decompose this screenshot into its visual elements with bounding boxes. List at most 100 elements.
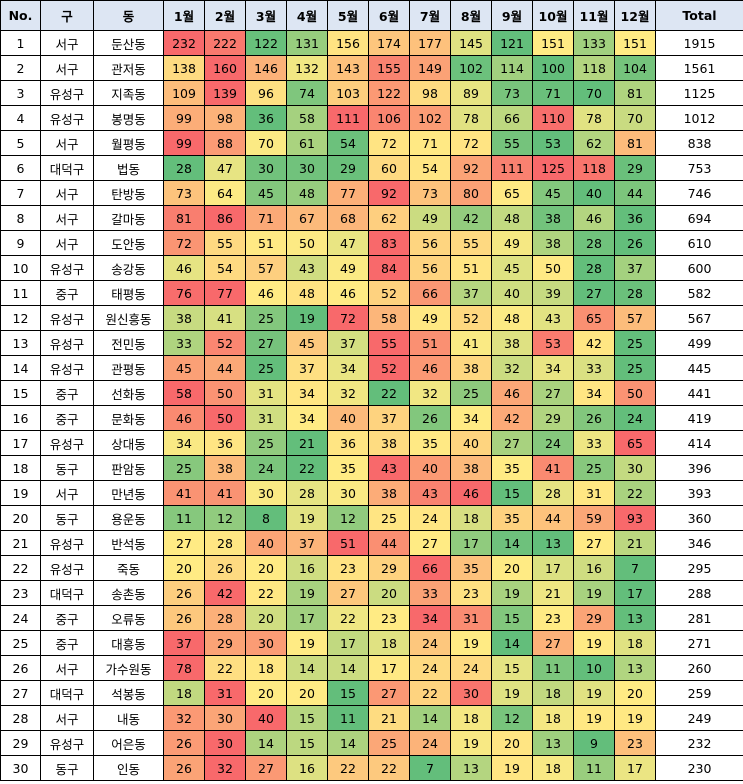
heat-cell: 44 bbox=[614, 180, 656, 206]
heat-cell: 17 bbox=[614, 755, 656, 781]
heat-cell: 27 bbox=[245, 755, 287, 781]
heat-cell: 17 bbox=[286, 605, 328, 631]
cell: 499 bbox=[655, 330, 743, 356]
cell: 관저동 bbox=[93, 55, 164, 81]
cell: 610 bbox=[655, 230, 743, 256]
heat-cell: 27 bbox=[327, 580, 369, 606]
cell: 29 bbox=[0, 730, 41, 756]
cell: 유성구 bbox=[40, 730, 94, 756]
heat-cell: 17 bbox=[614, 580, 656, 606]
cell: 서구 bbox=[40, 230, 94, 256]
table-row: 17 유성구 상대동 34 36 25 21 36 38 35 40 27 24 33 65 414 bbox=[0, 430, 743, 456]
heat-cell: 177 bbox=[409, 30, 451, 56]
heat-cell: 11 bbox=[573, 755, 615, 781]
heat-cell: 59 bbox=[573, 505, 615, 531]
heat-cell: 41 bbox=[450, 330, 492, 356]
table-row: 2 서구 관저동 138 160 146 132 143 155 149 102 114 100 118 1… bbox=[0, 55, 743, 81]
heat-cell: 25 bbox=[245, 430, 287, 456]
heat-cell: 30 bbox=[245, 155, 287, 181]
heat-cell: 26 bbox=[163, 580, 205, 606]
heat-cell: 31 bbox=[245, 380, 287, 406]
cell: 탄방동 bbox=[93, 180, 164, 206]
heat-cell: 8 bbox=[245, 505, 287, 531]
heat-cell: 65 bbox=[573, 305, 615, 331]
heat-cell: 28 bbox=[573, 230, 615, 256]
heat-cell: 19 bbox=[491, 680, 533, 706]
heat-cell: 27 bbox=[573, 530, 615, 556]
heat-cell: 14 bbox=[409, 705, 451, 731]
heat-cell: 49 bbox=[327, 255, 369, 281]
heat-cell: 84 bbox=[368, 255, 410, 281]
heat-cell: 114 bbox=[491, 55, 533, 81]
heat-cell: 48 bbox=[491, 305, 533, 331]
heat-cell: 46 bbox=[450, 480, 492, 506]
heat-cell: 43 bbox=[286, 255, 328, 281]
cell: 동구 bbox=[40, 755, 94, 781]
heat-cell: 36 bbox=[614, 205, 656, 231]
cell: 1125 bbox=[655, 80, 743, 106]
heat-cell: 50 bbox=[286, 230, 328, 256]
heat-cell: 71 bbox=[245, 205, 287, 231]
cell: 1915 bbox=[655, 30, 743, 56]
cell: 오류동 bbox=[93, 605, 164, 631]
heat-cell: 81 bbox=[614, 130, 656, 156]
cell: 도안동 bbox=[93, 230, 164, 256]
heat-cell: 72 bbox=[163, 230, 205, 256]
heat-cell: 19 bbox=[491, 580, 533, 606]
table-row: 26 서구 가수원동 78 22 18 14 14 17 24 24 15 11 10 13 260 bbox=[0, 655, 743, 681]
heat-cell: 13 bbox=[532, 530, 574, 556]
cell: 서구 bbox=[40, 655, 94, 681]
heat-cell: 73 bbox=[491, 80, 533, 106]
heat-cell: 45 bbox=[245, 180, 287, 206]
cell: 원신흥동 bbox=[93, 305, 164, 331]
table-row: 21 유성구 반석동 27 28 40 37 51 44 27 17 14 13 27 21 346 bbox=[0, 530, 743, 556]
heat-cell: 52 bbox=[450, 305, 492, 331]
heat-cell: 50 bbox=[204, 405, 246, 431]
table-row: 3 유성구 지족동 109 139 96 74 103 122 98 89 73 71 70 81 1125 bbox=[0, 80, 743, 106]
heat-cell: 24 bbox=[409, 655, 451, 681]
cell: 441 bbox=[655, 380, 743, 406]
table-row: 22 유성구 죽동 20 26 20 16 23 29 66 35 20 17 16 7 295 bbox=[0, 555, 743, 581]
heat-cell: 37 bbox=[163, 630, 205, 656]
cell: 8 bbox=[0, 205, 41, 231]
heat-cell: 93 bbox=[614, 505, 656, 531]
header-cell: 12월 bbox=[614, 0, 656, 31]
heat-cell: 21 bbox=[614, 530, 656, 556]
heat-cell: 48 bbox=[286, 180, 328, 206]
heat-cell: 13 bbox=[614, 605, 656, 631]
heat-cell: 20 bbox=[491, 730, 533, 756]
heat-cell: 133 bbox=[573, 30, 615, 56]
heat-cell: 47 bbox=[327, 230, 369, 256]
heat-cell: 38 bbox=[368, 430, 410, 456]
heat-cell: 39 bbox=[532, 280, 574, 306]
cell: 288 bbox=[655, 580, 743, 606]
heat-cell: 26 bbox=[163, 755, 205, 781]
heat-cell: 51 bbox=[327, 530, 369, 556]
heat-cell: 25 bbox=[614, 355, 656, 381]
cell: 인동 bbox=[93, 755, 164, 781]
table-row: 23 대덕구 송촌동 26 42 22 19 27 20 33 23 19 21 19 17 288 bbox=[0, 580, 743, 606]
heat-cell: 50 bbox=[614, 380, 656, 406]
cell: 죽동 bbox=[93, 555, 164, 581]
table-row: 9 서구 도안동 72 55 51 50 47 83 56 55 49 38 28 26 610 bbox=[0, 230, 743, 256]
heat-cell: 77 bbox=[204, 280, 246, 306]
heat-cell: 27 bbox=[573, 280, 615, 306]
heat-cell: 33 bbox=[409, 580, 451, 606]
heat-cell: 20 bbox=[614, 680, 656, 706]
heat-cell: 38 bbox=[532, 230, 574, 256]
heat-cell: 19 bbox=[286, 505, 328, 531]
heat-cell: 13 bbox=[532, 730, 574, 756]
heat-cell: 61 bbox=[286, 130, 328, 156]
cell: 1 bbox=[0, 30, 41, 56]
header-cell: 동 bbox=[93, 0, 164, 31]
heat-cell: 19 bbox=[286, 580, 328, 606]
heat-cell: 25 bbox=[368, 505, 410, 531]
header-cell: 9월 bbox=[491, 0, 533, 31]
heat-cell: 31 bbox=[204, 680, 246, 706]
heat-cell: 67 bbox=[286, 205, 328, 231]
cell: 유성구 bbox=[40, 555, 94, 581]
heat-cell: 40 bbox=[245, 705, 287, 731]
heat-cell: 156 bbox=[327, 30, 369, 56]
heat-cell: 35 bbox=[491, 455, 533, 481]
cell: 봉명동 bbox=[93, 105, 164, 131]
